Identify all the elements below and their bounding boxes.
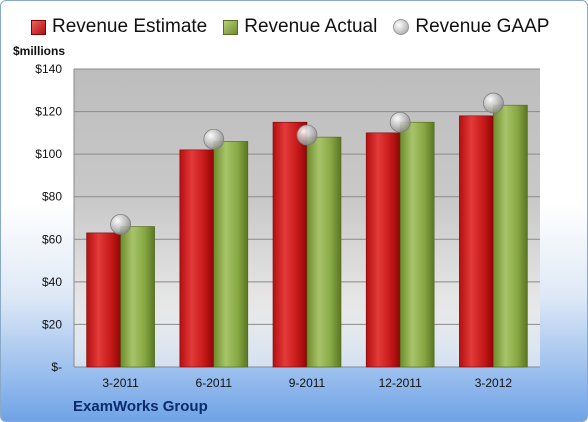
legend-swatch-gaap [393,19,410,35]
legend-label-estimate: Revenue Estimate [52,16,208,37]
company-name: ExamWorks Group [73,398,208,415]
bar-revenue-actual [120,226,155,368]
bar-revenue-actual [399,121,435,368]
bar-revenue-actual [306,136,342,368]
bar-revenue-estimate [179,149,215,368]
bar-revenue-actual [493,104,528,368]
x-tick-label: 6-2011 [196,376,233,390]
bar-revenue-estimate [86,232,121,368]
y-tick-label: $140 [35,62,62,76]
legend-item-estimate: Revenue Estimate [31,16,207,38]
legend-swatch-estimate [31,19,46,35]
x-tick-label: 9-2011 [289,376,326,390]
legend-item-gaap: Revenue GAAP [393,16,549,38]
x-tick-label: 12-2011 [379,376,422,390]
bar-revenue-estimate [272,121,308,368]
bar-revenue-actual [213,141,249,368]
y-tick-label: $- [51,360,62,374]
x-tick-label: 3-2011 [102,376,139,390]
marker-revenue-gaap [296,124,318,146]
marker-revenue-gaap [110,213,131,235]
legend-item-actual: Revenue Actual [223,16,377,38]
y-tick-label: $120 [35,105,62,119]
y-tick-label: $20 [42,317,62,331]
marker-revenue-gaap [389,111,411,133]
y-tick-label: $100 [35,147,62,161]
y-axis-units-label: $millions [13,44,66,58]
y-tick-label: $80 [42,190,62,204]
bar-revenue-estimate [459,115,494,368]
y-tick-label: $40 [42,275,62,289]
y-tick-label: $60 [42,232,62,246]
bar-revenue-estimate [365,132,401,368]
legend-label-gaap: Revenue GAAP [415,16,550,37]
legend: Revenue Estimate Revenue Actual Revenue … [31,16,549,38]
marker-revenue-gaap [203,128,225,150]
legend-swatch-actual [223,19,239,35]
legend-label-actual: Revenue Actual [244,16,378,37]
x-tick-label: 3-2012 [475,376,513,390]
marker-revenue-gaap [482,92,504,114]
